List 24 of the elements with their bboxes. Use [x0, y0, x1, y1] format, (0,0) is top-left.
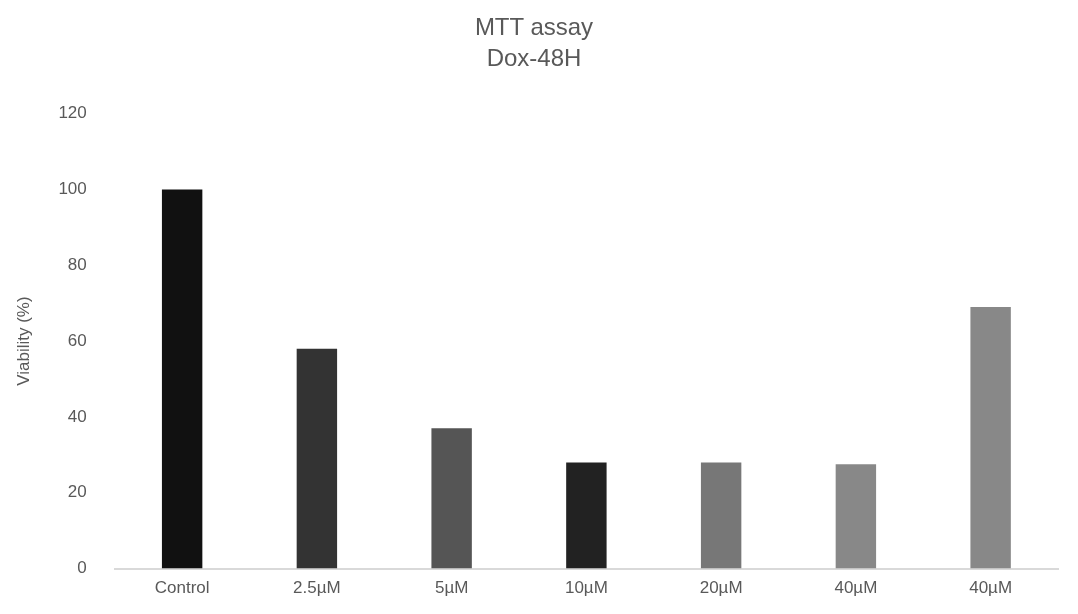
bar: [700, 462, 742, 569]
x-tick-label: Control: [154, 578, 210, 598]
y-tick-label: 20: [67, 482, 87, 502]
x-tick-label: 2.5µM: [293, 578, 341, 598]
y-tick-label: 80: [67, 254, 87, 274]
y-tick-label: 100: [58, 179, 87, 199]
y-tick-label: 0: [77, 558, 87, 578]
x-tick-label: 40µM: [834, 578, 878, 598]
bar: [566, 462, 607, 569]
bar: [161, 189, 203, 569]
bar: [835, 464, 877, 569]
bar: [431, 428, 472, 569]
x-tick-label: 20µM: [699, 578, 743, 598]
bar: [296, 348, 338, 569]
x-tick-label: 10µM: [564, 578, 608, 598]
y-tick-label: 40: [67, 406, 87, 426]
y-tick-label: 60: [67, 330, 87, 350]
x-tick-label: 5µM: [434, 578, 469, 598]
x-tick-label: 40µM: [969, 578, 1013, 598]
chart-title: MTT assay: [474, 13, 594, 41]
y-tick-label: 120: [58, 103, 87, 123]
chart-subtitle: Dox-48H: [486, 43, 582, 71]
bar: [970, 306, 1011, 569]
y-axis-title: Viability (%): [13, 296, 33, 386]
